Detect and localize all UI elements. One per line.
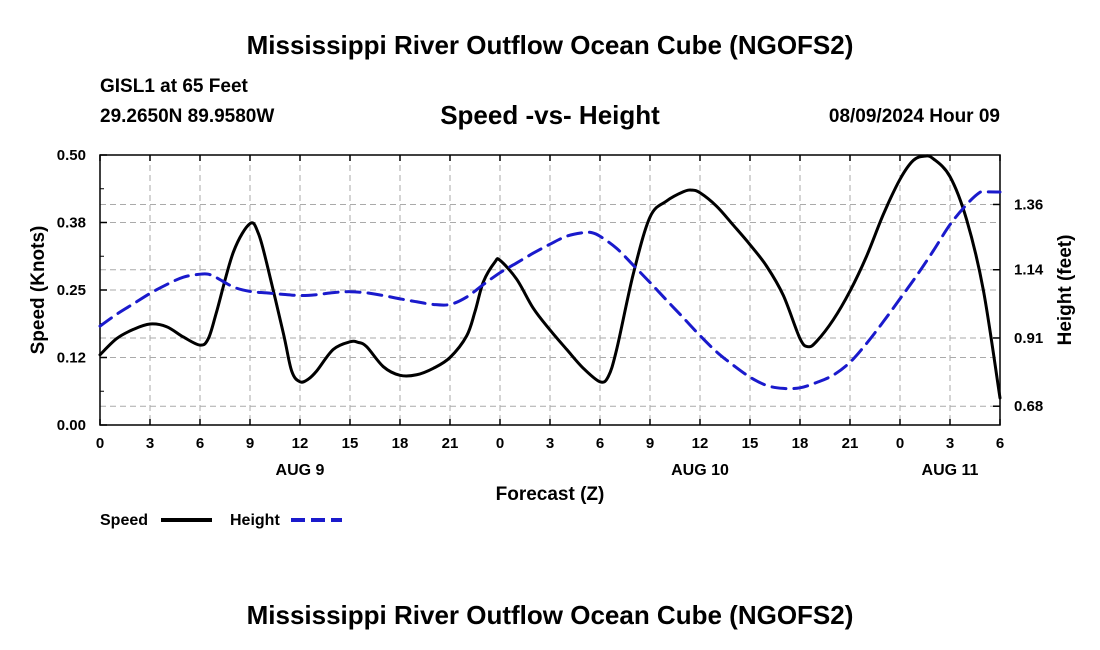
x-tick-label: 6 — [596, 435, 604, 452]
y2-axis-label: Height (feet) — [1055, 235, 1076, 346]
x-tick-label: 12 — [692, 435, 709, 452]
grid-lines — [100, 155, 1000, 425]
x-axis-date-labels: AUG 9 AUG 10 AUG 11 — [276, 462, 979, 479]
chart-main-title: Mississippi River Outflow Ocean Cube (NG… — [246, 30, 854, 60]
x-tick-label: 21 — [442, 435, 459, 452]
x-tick-label: 12 — [292, 435, 309, 452]
date-label: AUG 10 — [671, 462, 729, 479]
x-tick-label: 21 — [842, 435, 859, 452]
series-layer — [98, 154, 1002, 400]
date-label: AUG 11 — [922, 462, 979, 479]
y-tick-label: 0.00 — [57, 417, 86, 434]
y-tick-label: 0.25 — [57, 282, 86, 299]
y2-tick-label: 1.36 — [1014, 196, 1043, 213]
x-tick-label: 15 — [342, 435, 359, 452]
x-tick-label: 18 — [792, 435, 809, 452]
y-tick-label: 0.38 — [57, 215, 86, 232]
series-line-speed — [98, 154, 1002, 400]
series-line-height — [98, 190, 1002, 391]
x-tick-label: 0 — [896, 435, 904, 452]
legend: Speed Height — [100, 512, 342, 529]
y2-axis-tick-labels: 0.68 0.91 1.14 1.36 — [1014, 196, 1044, 415]
date-label: AUG 9 — [276, 462, 325, 479]
x-tick-label: 0 — [96, 435, 104, 452]
y-axis-label: Speed (Knots) — [28, 226, 49, 355]
x-tick-label: 9 — [646, 435, 654, 452]
y-tick-label: 0.12 — [57, 350, 86, 367]
y-axis-tick-labels: 0.00 0.12 0.25 0.38 0.50 — [57, 147, 86, 434]
x-tick-label: 6 — [196, 435, 204, 452]
x-tick-label: 3 — [146, 435, 154, 452]
axis-ticks — [99, 154, 1001, 426]
x-tick-label: 3 — [546, 435, 554, 452]
x-axis-label: Forecast (Z) — [496, 484, 605, 505]
legend-label-speed: Speed — [100, 512, 148, 529]
y-tick-label: 0.50 — [57, 147, 86, 164]
y2-tick-label: 0.68 — [1014, 398, 1043, 415]
chart-subtitle: Speed -vs- Height — [440, 100, 660, 130]
x-axis-tick-labels: 0 3 6 9 12 15 18 21 0 3 6 9 12 15 18 21 0 3 6 — [96, 435, 1004, 452]
y2-tick-label: 1.14 — [1014, 262, 1044, 279]
station-name: GISL1 at 65 Feet — [100, 76, 248, 97]
x-tick-label: 6 — [996, 435, 1004, 452]
footer-title: Mississippi River Outflow Ocean Cube (NG… — [246, 600, 854, 630]
y2-tick-label: 0.91 — [1014, 330, 1043, 347]
legend-label-height: Height — [230, 512, 280, 529]
x-tick-label: 0 — [496, 435, 504, 452]
x-tick-label: 15 — [742, 435, 759, 452]
station-coordinates: 29.2650N 89.9580W — [100, 106, 275, 127]
x-tick-label: 18 — [392, 435, 409, 452]
x-tick-label: 9 — [246, 435, 254, 452]
x-tick-label: 3 — [946, 435, 954, 452]
forecast-timestamp: 08/09/2024 Hour 09 — [828, 106, 1000, 127]
